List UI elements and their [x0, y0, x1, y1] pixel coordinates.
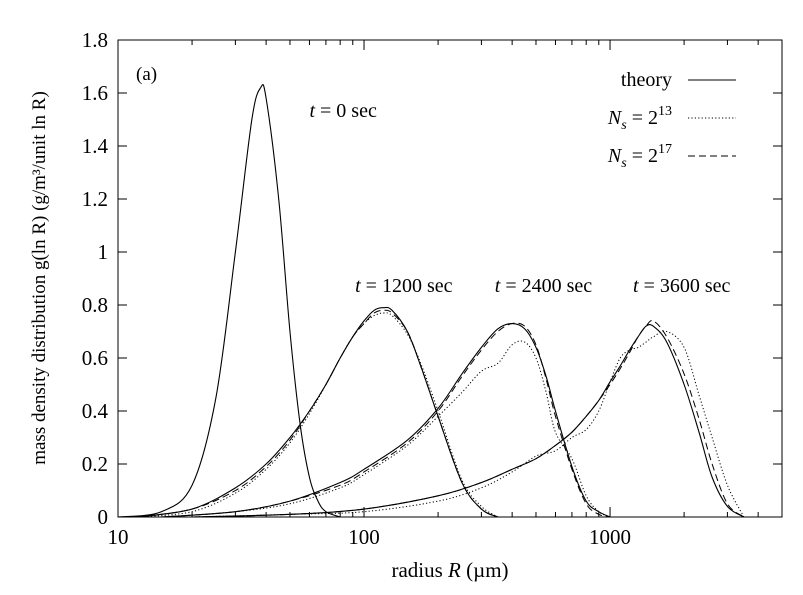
time-annotation: t = 1200 sec — [355, 275, 453, 297]
y-tick-label: 0.2 — [82, 452, 108, 476]
y-tick-label: 1.8 — [82, 28, 108, 52]
y-tick-label: 1 — [98, 240, 109, 264]
x-tick-label: 10 — [108, 525, 129, 549]
series-line-ns17-3600-sec — [192, 320, 745, 518]
series-line-ns13-2400-sec — [161, 340, 611, 518]
y-tick-label: 0.6 — [82, 346, 108, 370]
y-tick-label: 1.2 — [82, 187, 108, 211]
series-line-ns17-2400-sec — [161, 322, 611, 518]
y-axis-title: mass density distribution g(ln R) (g/m³/… — [29, 91, 50, 465]
plot-frame — [117, 39, 783, 518]
legend-label: theory — [621, 69, 672, 91]
time-annotation: t = 3600 sec — [633, 275, 731, 297]
x-axis-title: radius R (µm) — [391, 558, 508, 582]
series-line-ns13-1200-sec — [137, 312, 499, 518]
legend: theory Ns = 213 Ns = 217 — [607, 69, 736, 171]
y-tick-label: 1.6 — [82, 81, 108, 105]
series-line-ns13-3600-sec — [192, 330, 745, 518]
y-tick-label: 0.4 — [82, 399, 109, 423]
time-annotation: t = 2400 sec — [495, 275, 593, 297]
y-tick-label: 0.8 — [82, 293, 108, 317]
legend-label: Ns = 217 — [607, 142, 672, 171]
series-line-theory-2400-sec — [161, 322, 611, 518]
annotations: t = 0 sec t = 1200 sec t = 2400 sec t = 360… — [309, 100, 730, 297]
series-line-theory-3600-sec — [192, 323, 745, 518]
y-tick-label: 0 — [98, 505, 109, 529]
legend-label: Ns = 213 — [607, 104, 672, 133]
series-line-ns17-1200-sec — [137, 309, 499, 518]
ticks: 0 0.2 0.4 0.6 0.8 1 1.2 1.4 1.6 1.8 10 100 1000 — [82, 28, 783, 549]
series-line-theory-0-sec — [117, 84, 341, 518]
y-tick-label: 1.4 — [82, 134, 109, 158]
x-tick-label: 100 — [348, 525, 380, 549]
time-annotation: t = 0 sec — [309, 100, 377, 122]
curves — [117, 84, 745, 518]
x-tick-label: 1000 — [589, 525, 631, 549]
panel-label: (a) — [136, 64, 157, 85]
